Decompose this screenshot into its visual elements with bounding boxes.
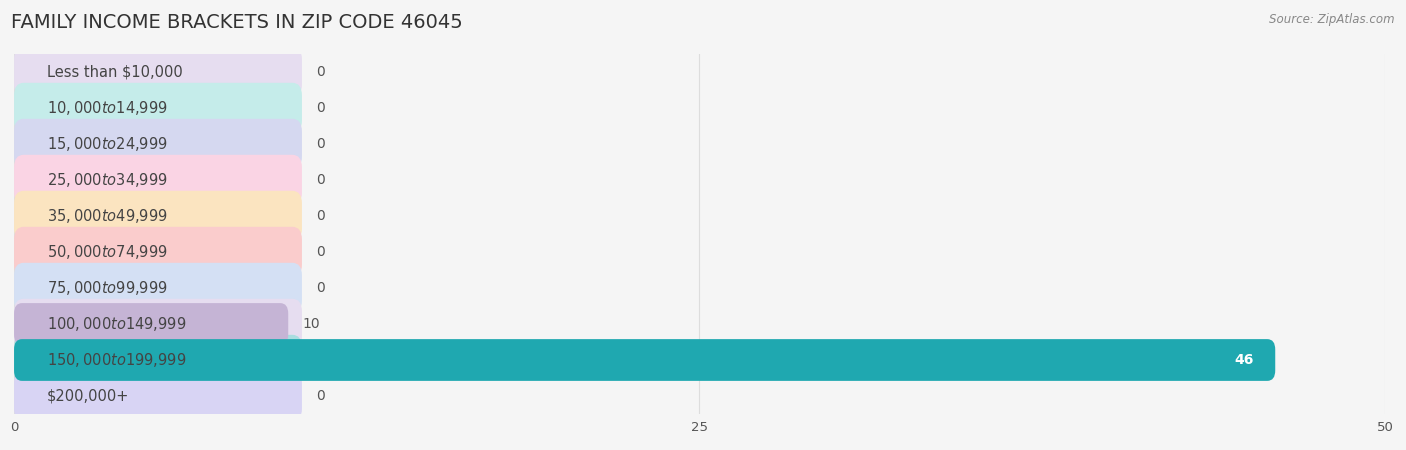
- Bar: [14, 90, 1385, 126]
- Text: 0: 0: [315, 389, 325, 403]
- Text: $150,000 to $199,999: $150,000 to $199,999: [46, 351, 187, 369]
- Text: 0: 0: [315, 65, 325, 79]
- Text: 46: 46: [1234, 353, 1253, 367]
- FancyBboxPatch shape: [14, 303, 288, 345]
- Text: 0: 0: [315, 209, 325, 223]
- Bar: [14, 198, 1385, 234]
- Bar: [14, 162, 1385, 198]
- Text: $10,000 to $14,999: $10,000 to $14,999: [46, 99, 167, 117]
- Text: 0: 0: [315, 173, 325, 187]
- FancyBboxPatch shape: [14, 119, 302, 169]
- Text: $200,000+: $200,000+: [46, 388, 129, 404]
- Text: FAMILY INCOME BRACKETS IN ZIP CODE 46045: FAMILY INCOME BRACKETS IN ZIP CODE 46045: [11, 14, 463, 32]
- FancyBboxPatch shape: [14, 339, 1275, 381]
- Text: $25,000 to $34,999: $25,000 to $34,999: [46, 171, 167, 189]
- Text: Source: ZipAtlas.com: Source: ZipAtlas.com: [1270, 14, 1395, 27]
- Bar: [14, 342, 1385, 378]
- Text: 0: 0: [315, 101, 325, 115]
- Text: 0: 0: [315, 281, 325, 295]
- FancyBboxPatch shape: [14, 335, 302, 385]
- FancyBboxPatch shape: [14, 263, 302, 313]
- Bar: [14, 306, 1385, 342]
- Text: $50,000 to $74,999: $50,000 to $74,999: [46, 243, 167, 261]
- Text: $100,000 to $149,999: $100,000 to $149,999: [46, 315, 187, 333]
- FancyBboxPatch shape: [14, 371, 302, 421]
- Text: $75,000 to $99,999: $75,000 to $99,999: [46, 279, 167, 297]
- FancyBboxPatch shape: [14, 47, 302, 97]
- Text: $15,000 to $24,999: $15,000 to $24,999: [46, 135, 167, 153]
- FancyBboxPatch shape: [14, 227, 302, 277]
- FancyBboxPatch shape: [14, 83, 302, 133]
- FancyBboxPatch shape: [14, 299, 302, 349]
- FancyBboxPatch shape: [14, 191, 302, 241]
- Text: 10: 10: [302, 317, 319, 331]
- Text: $35,000 to $49,999: $35,000 to $49,999: [46, 207, 167, 225]
- Bar: [14, 234, 1385, 270]
- Text: Less than $10,000: Less than $10,000: [46, 64, 183, 80]
- Bar: [14, 54, 1385, 90]
- Bar: [14, 378, 1385, 414]
- Bar: [14, 126, 1385, 162]
- Text: 0: 0: [315, 245, 325, 259]
- Text: 0: 0: [315, 137, 325, 151]
- FancyBboxPatch shape: [14, 155, 302, 205]
- Bar: [14, 270, 1385, 306]
